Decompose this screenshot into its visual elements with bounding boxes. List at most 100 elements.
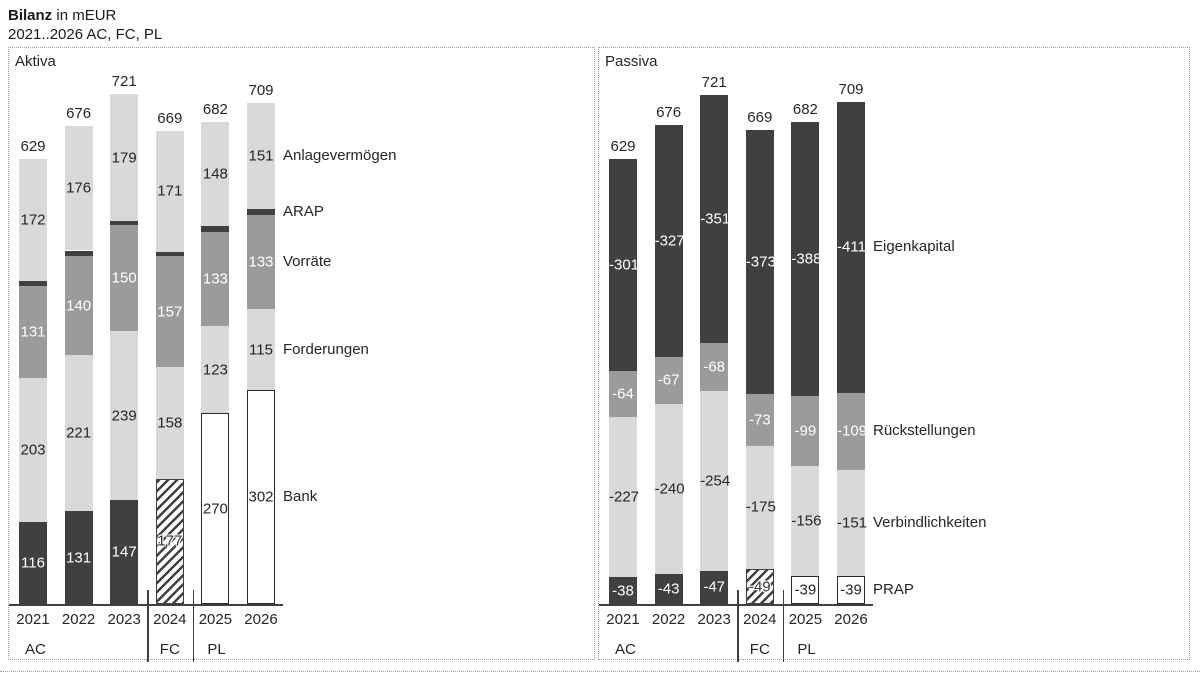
value-label-forderungen-2024: 158 xyxy=(157,414,183,432)
value-label-verbindlichkeiten-2025: -156 xyxy=(791,512,822,530)
series-label-vorrate: Vorräte xyxy=(283,253,332,271)
segment-forderungen-2022 xyxy=(64,355,93,512)
value-label-prap-2022: -43 xyxy=(657,580,680,598)
total-label-2024: 669 xyxy=(157,110,183,128)
bottom-divider xyxy=(0,671,1200,672)
value-label-verbindlichkeiten-2023: -254 xyxy=(700,472,731,490)
segment-eigenkapital-2026 xyxy=(837,102,865,393)
value-label-ruckstellungen-2025: -99 xyxy=(794,422,817,440)
segment-prap-2023 xyxy=(700,570,729,604)
segment-ruckstellungen-2024 xyxy=(745,394,774,446)
year-label-2025: 2025 xyxy=(788,611,823,628)
segment-arap-2023 xyxy=(110,220,139,226)
total-label-2022: 676 xyxy=(656,104,682,122)
year-label-2024: 2024 xyxy=(743,611,777,628)
value-label-vorrate-2025: 133 xyxy=(202,270,228,288)
segment-vorrate-2024 xyxy=(155,256,184,368)
value-label-bank-2026: 302 xyxy=(248,488,274,506)
value-label-verbindlichkeiten-2022: -240 xyxy=(654,480,685,498)
segment-bank-2022 xyxy=(64,511,93,604)
segment-forderungen-2025 xyxy=(201,326,230,414)
segment-prap-2025 xyxy=(791,576,820,604)
segment-anlagevermogen-2021 xyxy=(19,159,47,281)
total-label-2025: 682 xyxy=(202,100,228,118)
segment-verbindlichkeiten-2025 xyxy=(791,466,820,577)
segment-forderungen-2023 xyxy=(110,331,139,501)
panel-passiva: Passiva -38 -227 -64 -301 629 2021 -43 -240 -67-… xyxy=(598,47,1190,662)
segment-anlagevermogen-2024 xyxy=(155,131,184,252)
value-label-ruckstellungen-2023: -68 xyxy=(703,358,726,376)
scenario-label-pl: PL xyxy=(207,641,226,658)
total-label-2021: 629 xyxy=(610,137,636,155)
segment-verbindlichkeiten-2024 xyxy=(745,445,774,570)
total-label-2024: 669 xyxy=(747,109,773,127)
value-label-prap-2023: -47 xyxy=(703,578,726,596)
series-label-bank: Bank xyxy=(283,488,318,506)
segment-ruckstellungen-2021 xyxy=(609,371,637,417)
segment-anlagevermogen-2023 xyxy=(110,94,139,221)
chart-aktiva: 116 203 131 172 629 2021 131 221 140 176 676 2022 14… xyxy=(9,48,594,662)
chart-passiva: -38 -227 -64 -301 629 2021 -43 -240 -67 -327 676 20… xyxy=(599,48,1189,662)
value-label-prap-2026: -39 xyxy=(840,581,862,599)
value-label-bank-2023: 147 xyxy=(111,543,137,561)
total-label-2026: 709 xyxy=(248,81,274,99)
value-label-prap-2025: -39 xyxy=(794,581,817,599)
panel-title-passiva: Passiva xyxy=(605,53,658,70)
year-label-2022: 2022 xyxy=(61,611,96,628)
value-label-prap-2024: -49 xyxy=(748,578,771,596)
value-label-anlagevermogen-2022: 176 xyxy=(66,179,92,197)
segment-ruckstellungen-2022 xyxy=(654,356,683,404)
value-label-anlagevermogen-2025: 148 xyxy=(202,165,228,183)
value-label-forderungen-2022: 221 xyxy=(66,424,92,442)
scenario-label-ac: AC xyxy=(615,641,636,658)
value-label-eigenkapital-2024: -373 xyxy=(745,253,776,271)
segment-ruckstellungen-2025 xyxy=(791,396,820,467)
total-label-2021: 629 xyxy=(20,138,46,156)
segment-vorrate-2021 xyxy=(19,285,47,379)
value-label-vorrate-2026: 133 xyxy=(248,253,274,271)
year-label-2025: 2025 xyxy=(198,611,233,628)
x-axis xyxy=(599,604,873,606)
segment-eigenkapital-2023 xyxy=(700,94,729,344)
report-subtitle: 2021..2026 AC, FC, PL xyxy=(8,26,163,43)
scenario-separator xyxy=(782,590,785,662)
segment-ruckstellungen-2023 xyxy=(700,343,729,392)
report-title: Bilanz in mEUR xyxy=(8,6,162,25)
segment-eigenkapital-2024 xyxy=(745,130,774,394)
segment-bank-2025 xyxy=(201,413,230,604)
value-label-ruckstellungen-2024: -73 xyxy=(748,411,771,429)
segment-vorrate-2025 xyxy=(201,232,230,327)
series-label-anlagevermogen: Anlagevermögen xyxy=(283,147,397,165)
report-title-unit: in mEUR xyxy=(52,7,117,24)
total-label-2026: 709 xyxy=(838,81,864,99)
year-label-2021: 2021 xyxy=(16,611,50,628)
scenario-label-pl: PL xyxy=(797,641,816,658)
segment-vorrate-2026 xyxy=(247,215,275,310)
panel-title-aktiva: Aktiva xyxy=(15,53,56,70)
segment-ruckstellungen-2026 xyxy=(837,392,865,470)
year-label-2024: 2024 xyxy=(153,611,187,628)
year-label-2021: 2021 xyxy=(606,611,640,628)
scenario-separator xyxy=(192,590,195,662)
segment-bank-2023 xyxy=(110,500,139,604)
value-label-bank-2024: 177 xyxy=(157,532,183,550)
value-label-bank-2025: 270 xyxy=(202,500,228,518)
value-label-ruckstellungen-2021: -64 xyxy=(612,385,634,403)
segment-bank-2021 xyxy=(19,521,47,604)
segment-eigenkapital-2021 xyxy=(609,158,637,372)
series-label-forderungen: Forderungen xyxy=(283,340,369,358)
value-label-eigenkapital-2026: -411 xyxy=(837,238,866,256)
value-label-forderungen-2021: 203 xyxy=(20,441,46,459)
segment-eigenkapital-2022 xyxy=(654,125,683,357)
value-label-forderungen-2026: 115 xyxy=(249,341,273,359)
series-label-prap: PRAP xyxy=(873,581,914,599)
year-label-2023: 2023 xyxy=(697,611,731,628)
value-label-vorrate-2022: 140 xyxy=(66,297,92,315)
segment-arap-2024 xyxy=(155,251,184,257)
series-label-verbindlichkeiten: Verbindlichkeiten xyxy=(873,514,987,532)
segment-anlagevermogen-2025 xyxy=(201,121,230,227)
segment-forderungen-2026 xyxy=(247,309,275,391)
year-label-2022: 2022 xyxy=(651,611,686,628)
series-label-eigenkapital: Eigenkapital xyxy=(873,238,955,256)
